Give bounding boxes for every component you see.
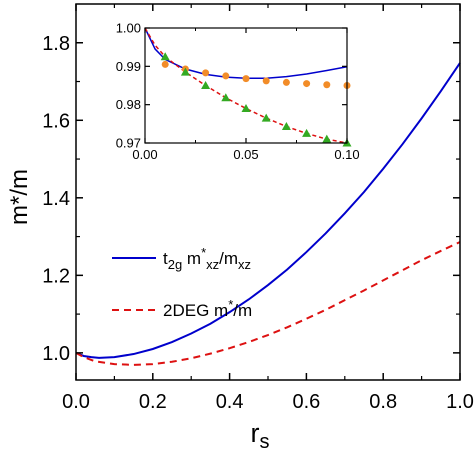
legend-label-1: 2DEG m*/m <box>163 297 252 320</box>
inset-triangle-marker <box>160 52 170 61</box>
x-axis-label-sub: s <box>260 431 270 449</box>
legend-label-sup: * <box>228 297 233 312</box>
legend-label-sub: xz <box>206 257 219 272</box>
inset-circle-marker <box>303 80 311 88</box>
main-x-tick-label-2: 0.4 <box>216 391 244 413</box>
main-x-tick-label-3: 0.6 <box>292 391 320 413</box>
main-series-line-0 <box>75 62 461 359</box>
legend-label-0: t2g m*xz/mxz <box>163 245 251 272</box>
inset-circle-marker <box>202 69 210 77</box>
main-x-tick-label-5: 1.0 <box>446 391 474 413</box>
inset-circle-marker <box>242 75 250 83</box>
inset-circle-marker <box>282 78 290 86</box>
inset-x-tick-label-1: 0.05 <box>233 147 258 162</box>
legend-label-sup: * <box>201 245 206 260</box>
main-y-tick-label-4: 1.8 <box>42 33 70 55</box>
legend-label-sub: xz <box>238 257 251 272</box>
x-axis-label: rs <box>251 418 270 449</box>
inset-background <box>145 28 347 143</box>
inset-triangle-marker <box>261 113 271 122</box>
main-y-tick-label-3: 1.6 <box>42 110 70 132</box>
inset-triangle-marker <box>302 128 312 137</box>
inset-series-line-1 <box>144 27 348 144</box>
inset-plot: 0.00 0.05 0.10 0.97 0.98 0.99 1.00 <box>116 21 360 163</box>
legend-label-sub: 2g <box>168 257 182 272</box>
inset-triangle-marker <box>281 122 291 131</box>
inset-triangle-marker <box>241 104 251 112</box>
inset-x-tick-label-2: 0.10 <box>334 147 359 162</box>
inset-y-tick-label-0: 0.97 <box>116 136 141 151</box>
inset-triangle-marker <box>201 81 211 89</box>
inset-triangle-marker <box>221 93 231 102</box>
y-axis-label: m*/m <box>6 169 33 225</box>
x-axis-label-main: r <box>251 418 260 448</box>
main-x-tick-label-0: 0.0 <box>62 391 90 413</box>
main-x-tick-label-4: 0.8 <box>369 391 397 413</box>
main-y-tick-label-0: 1.0 <box>42 343 70 365</box>
legend-label-part: /m <box>233 301 252 320</box>
inset-circle-marker <box>161 60 169 68</box>
legend-label-part: /m <box>219 249 238 268</box>
inset-x-tick-label-0: 0.00 <box>132 147 157 162</box>
inset-y-tick-label-3: 1.00 <box>116 21 141 36</box>
inset-circle-marker <box>323 81 331 89</box>
inset-circle-marker <box>262 77 270 85</box>
main-x-tick-label-1: 0.2 <box>139 391 167 413</box>
inset-y-tick-label-1: 0.98 <box>116 97 141 112</box>
main-y-tick-label-2: 1.4 <box>42 188 70 210</box>
inset-triangle-marker <box>322 134 332 143</box>
main-y-tick-label-1: 1.2 <box>42 265 70 287</box>
legend-label-part: t <box>163 249 168 268</box>
inset-circle-marker <box>222 72 230 80</box>
legend-label-part: 2DEG m <box>163 301 228 320</box>
inset-triangle-marker <box>180 67 190 76</box>
legend-label-part: m <box>182 249 201 268</box>
inset-y-tick-label-2: 0.99 <box>116 59 141 74</box>
main-series-line-1 <box>75 241 461 366</box>
